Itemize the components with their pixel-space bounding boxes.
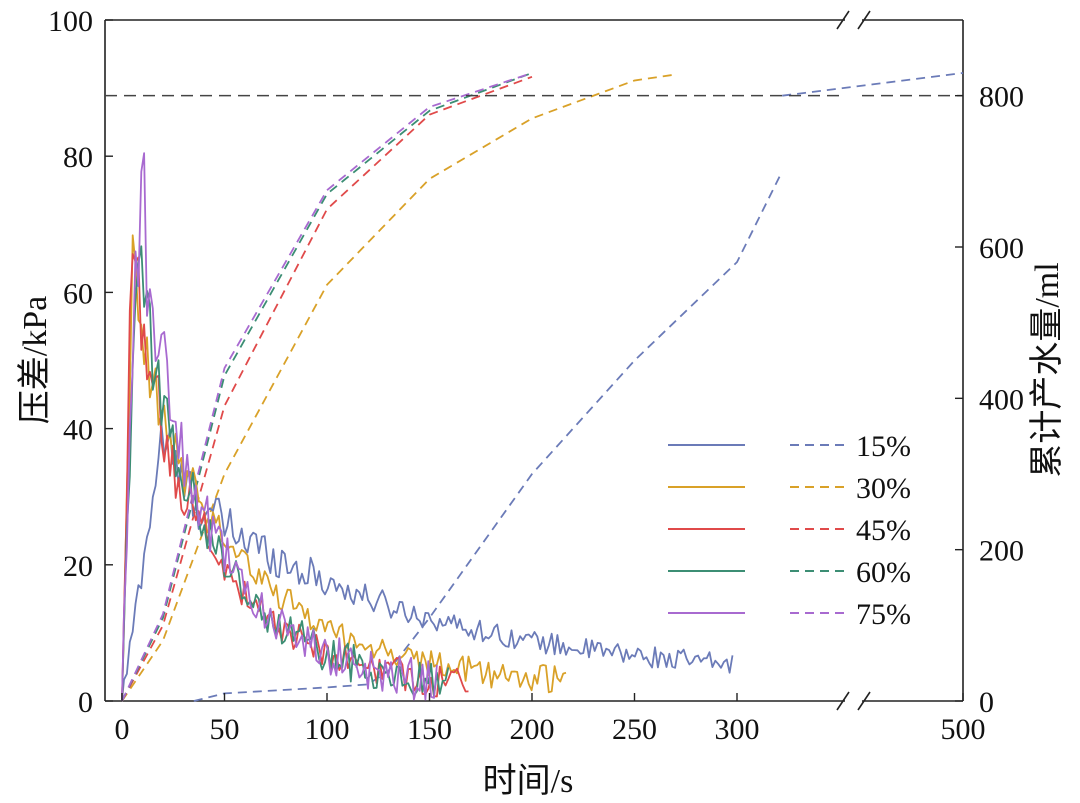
water-line-75pct xyxy=(121,72,533,702)
y-tick-label: 40 xyxy=(63,414,93,447)
legend-label: 30% xyxy=(856,472,911,505)
y-tick-label: 60 xyxy=(63,277,93,310)
y2-tick-label: 800 xyxy=(979,81,1024,114)
y2-tick-label: 600 xyxy=(979,232,1024,265)
y2-tick-label: 200 xyxy=(979,535,1024,568)
x-tick-label: 150 xyxy=(407,713,452,746)
legend-label: 15% xyxy=(856,430,911,463)
legend: 15% 30% 45% 60% 75% xyxy=(668,430,911,631)
plot-frame xyxy=(104,10,964,711)
y-axis-ticks: 0 20 40 60 80 100 xyxy=(48,5,113,719)
x-tick-label: 50 xyxy=(210,713,240,746)
y-tick-label: 80 xyxy=(63,141,93,174)
water-line-15pct xyxy=(193,72,964,702)
x-axis-label: 时间/s xyxy=(483,763,574,800)
pressure-line-75pct xyxy=(121,152,438,702)
y-tick-label: 20 xyxy=(63,550,93,583)
water-line-60pct xyxy=(121,72,533,702)
x-tick-label: 500 xyxy=(941,713,986,746)
legend-label: 75% xyxy=(856,598,911,631)
x-tick-label: 0 xyxy=(115,713,130,746)
x-axis-break-mark xyxy=(836,691,871,711)
y-axis-label: 压差/kPa xyxy=(16,296,54,424)
pressure-lines xyxy=(121,152,734,702)
x-tick-label: 300 xyxy=(715,713,760,746)
cumulative-water-lines xyxy=(121,72,964,702)
y-tick-label: 100 xyxy=(48,5,93,38)
legend-label: 60% xyxy=(856,556,911,589)
x-tick-label: 100 xyxy=(305,713,350,746)
y-tick-label: 0 xyxy=(78,686,93,719)
pressure-line-45pct xyxy=(121,253,469,702)
y2-tick-label: 0 xyxy=(979,686,994,719)
pressure-line-15pct xyxy=(121,422,734,702)
x-tick-label: 200 xyxy=(510,713,555,746)
y2-tick-label: 400 xyxy=(979,383,1024,416)
top-axis-break-mark xyxy=(836,10,871,30)
x-axis-ticks: 0 50 100 150 200 250 300 500 xyxy=(115,693,986,746)
y2-axis-ticks: 0 200 400 600 800 xyxy=(955,81,1024,719)
water-line-45pct xyxy=(121,75,533,702)
y2-axis-label: 累计产水量/ml xyxy=(1028,262,1066,477)
pressure-line-30pct xyxy=(121,234,567,702)
x-tick-label: 250 xyxy=(612,713,657,746)
legend-label: 45% xyxy=(856,514,911,547)
